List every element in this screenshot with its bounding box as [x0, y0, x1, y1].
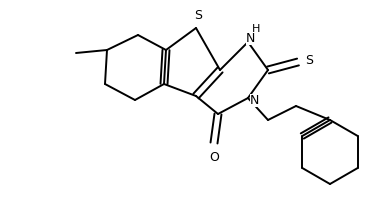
Text: H: H	[252, 24, 260, 34]
Text: O: O	[209, 151, 219, 164]
Text: S: S	[305, 54, 313, 67]
Text: N: N	[246, 31, 255, 45]
Text: N: N	[250, 94, 260, 107]
Text: S: S	[194, 9, 202, 22]
